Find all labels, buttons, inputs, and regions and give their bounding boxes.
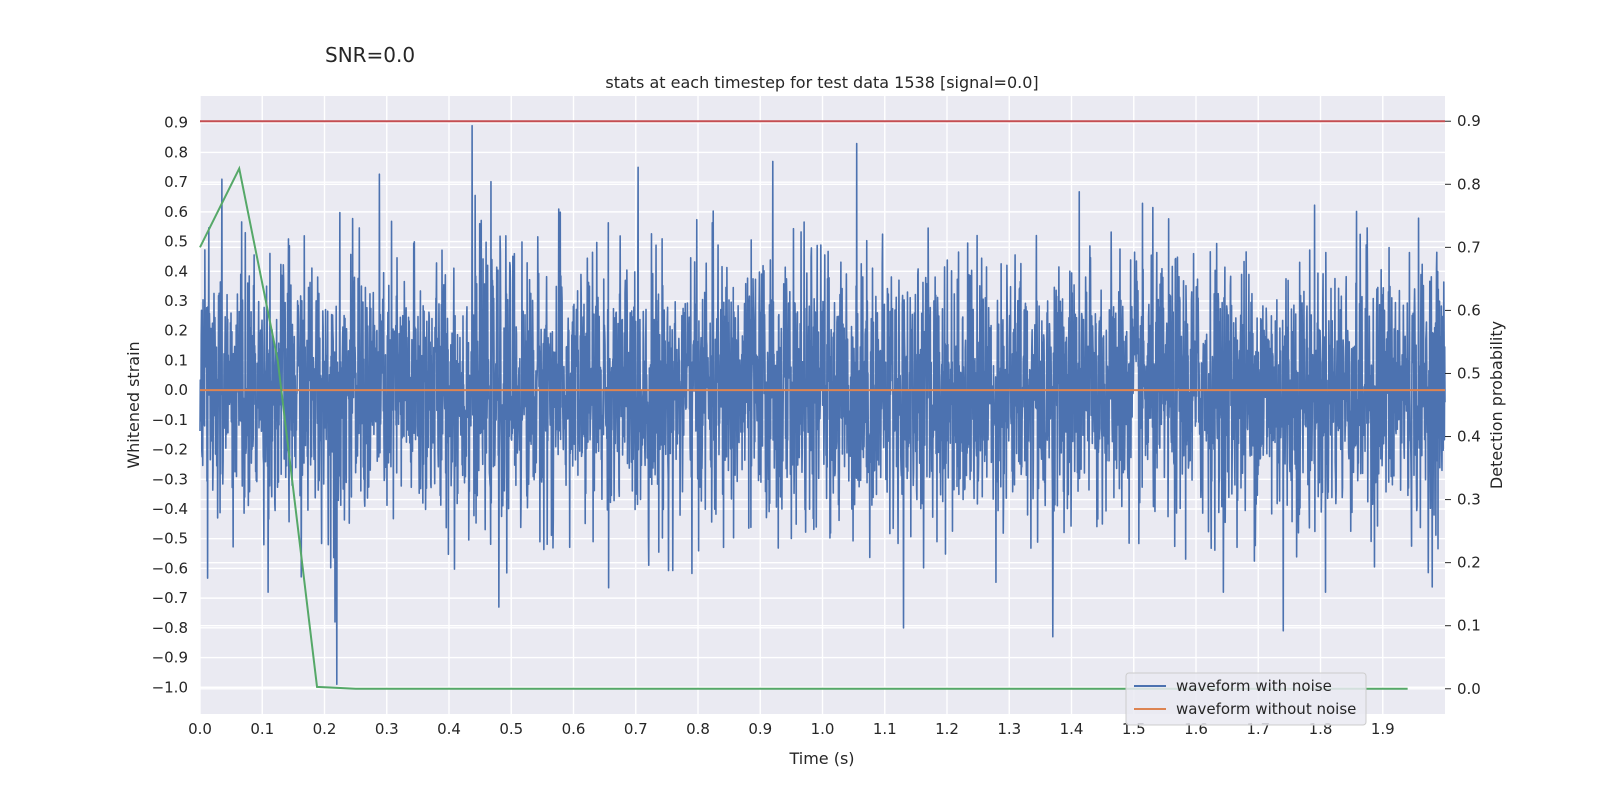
x-tick-label: 0.5 [499, 720, 523, 738]
x-tick-label: 0.1 [250, 720, 274, 738]
y-tick-label: 0.1 [164, 351, 188, 369]
y-tick-label: −0.3 [152, 470, 188, 488]
y-tick-label: −0.6 [152, 559, 188, 577]
y2-tick-label: 0.1 [1457, 617, 1481, 635]
chart-title: stats at each timestep for test data 153… [605, 73, 1038, 92]
x-tick-label: 0.2 [313, 720, 337, 738]
y2-axis-label: Detection probability [1487, 321, 1506, 489]
legend-label-noise: waveform with noise [1176, 677, 1332, 695]
y-tick-label: 0.2 [164, 322, 188, 340]
y2-tick-label: 0.2 [1457, 554, 1481, 572]
y-tick-label: −0.8 [152, 619, 188, 637]
series-layer [199, 120, 1446, 690]
y2-tick-labels: 0.9 0.8 0.7 0.6 0.5 0.4 0.3 0.2 0.1 0.0 [1445, 112, 1481, 698]
y-tick-label: 0.5 [164, 233, 188, 251]
legend-label-clean: waveform without noise [1176, 700, 1356, 718]
y-tick-label: 0.7 [164, 173, 188, 191]
y-tick-labels: 0.9 0.8 0.7 0.6 0.5 0.4 0.3 0.2 0.1 0.0 −0.1 −0.2 −0… [152, 114, 188, 697]
series-detection-probability [199, 165, 1408, 690]
y2-tick-label: 0.4 [1457, 428, 1481, 446]
x-tick-label: 0.0 [188, 720, 212, 738]
x-tick-label: 0.6 [562, 720, 586, 738]
legend-box [1125, 672, 1367, 726]
x-axis-label: Time (s) [788, 749, 854, 768]
chart-suptitle: SNR=0.0 [325, 43, 415, 67]
y-tick-label: 0.4 [164, 262, 188, 280]
y2-tick-label: 0.3 [1457, 491, 1481, 509]
y-tick-label: 0.9 [164, 114, 188, 132]
y-tick-label: −0.5 [152, 530, 188, 548]
x-tick-label: 1.4 [1060, 720, 1084, 738]
y2-tick-label: 0.8 [1457, 175, 1481, 193]
x-tick-label: 1.3 [997, 720, 1021, 738]
legend: waveform with noise waveform without noi… [1125, 672, 1367, 726]
y-tick-label: −0.1 [152, 411, 188, 429]
y-tick-label: 0.8 [164, 143, 188, 161]
y2-tick-label: 0.7 [1457, 238, 1481, 256]
y-tick-label: −0.9 [152, 649, 188, 667]
y2-tick-label: 0.5 [1457, 364, 1481, 382]
x-tick-label: 1.9 [1371, 720, 1395, 738]
x-tick-label: 1.2 [935, 720, 959, 738]
y-tick-label: 0.6 [164, 203, 188, 221]
y-tick-label: −0.2 [152, 441, 188, 459]
x-tick-label: 0.9 [748, 720, 772, 738]
y-axis-label: Whitened strain [124, 341, 143, 468]
x-tick-label: 0.8 [686, 720, 710, 738]
y-tick-label: −1.0 [152, 678, 188, 696]
y-tick-label: 0.0 [164, 381, 188, 399]
x-tick-label: 1.1 [873, 720, 897, 738]
y2-tick-label: 0.0 [1457, 680, 1481, 698]
y-tick-label: 0.3 [164, 292, 188, 310]
y-tick-label: −0.4 [152, 500, 188, 518]
series-waveform-with-noise [199, 124, 1446, 686]
y2-tick-label: 0.9 [1457, 112, 1481, 130]
y2-tick-label: 0.6 [1457, 301, 1481, 319]
x-tick-label: 0.7 [624, 720, 648, 738]
x-tick-label: 0.3 [375, 720, 399, 738]
y-tick-label: −0.7 [152, 589, 188, 607]
x-tick-label: 1.0 [811, 720, 835, 738]
x-tick-label: 0.4 [437, 720, 461, 738]
